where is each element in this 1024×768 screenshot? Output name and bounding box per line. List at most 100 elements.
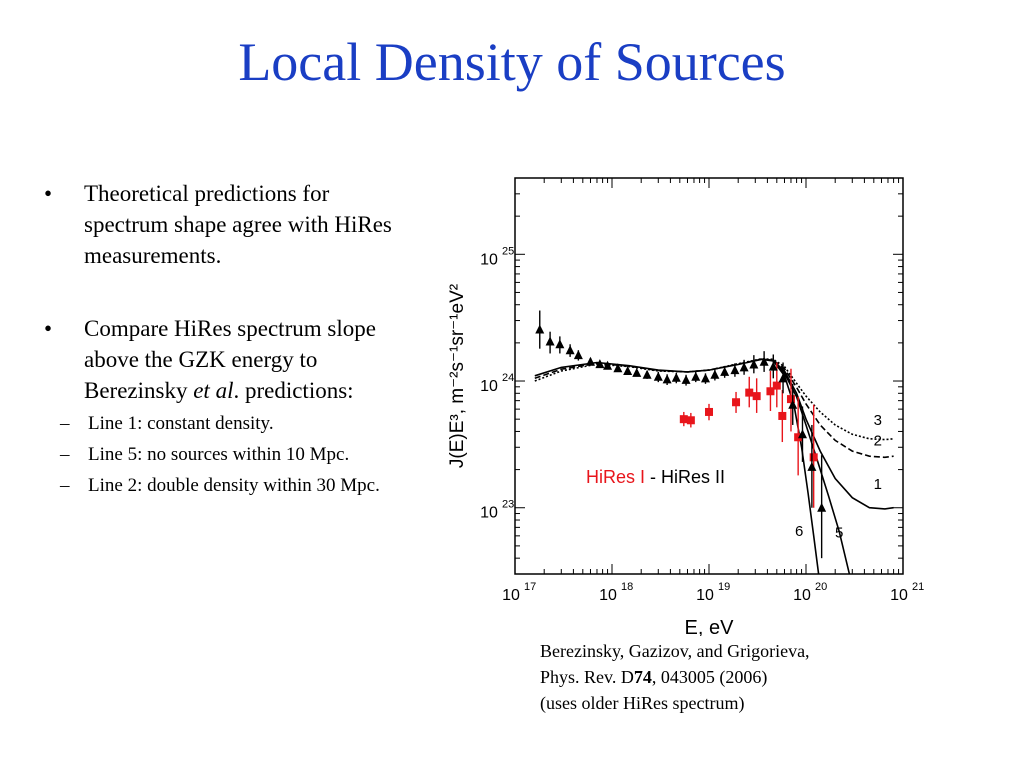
caption-reference: Phys. Rev. D74, 043005 (2006) bbox=[540, 664, 810, 690]
bullet-glyph: • bbox=[44, 316, 53, 341]
hires2-point bbox=[585, 356, 595, 366]
hires2-point bbox=[768, 361, 778, 371]
hires1-point bbox=[809, 453, 818, 462]
sub-bullet-glyph: – bbox=[60, 413, 70, 434]
y-tick-exponent: 23 bbox=[502, 499, 514, 511]
y-tick-exponent: 24 bbox=[502, 372, 514, 384]
hires2-point bbox=[778, 373, 788, 383]
hires2-point bbox=[565, 345, 575, 355]
x-tick-label: 10 bbox=[793, 587, 811, 604]
curve-label-6: 6 bbox=[795, 523, 803, 540]
hires2-point bbox=[681, 374, 691, 384]
sub-bullet-item: – Line 1: constant density. bbox=[44, 411, 414, 437]
hires2-point bbox=[797, 429, 807, 439]
legend-hires1: HiRes I bbox=[586, 467, 645, 487]
y-tick-exponent: 25 bbox=[502, 245, 514, 257]
caption-volume: 74 bbox=[633, 667, 652, 687]
hires2-point bbox=[535, 324, 545, 334]
hires2-point bbox=[545, 336, 555, 346]
hires2-point bbox=[739, 362, 749, 372]
hires1-point bbox=[679, 415, 688, 424]
bullet-list: • Theoretical predictions for spectrum s… bbox=[44, 178, 414, 499]
hires2-point bbox=[788, 399, 798, 409]
hires2-point bbox=[623, 365, 633, 375]
bullet-text-italic: et al bbox=[193, 378, 234, 403]
hires2-point bbox=[710, 369, 720, 379]
hires1-point bbox=[705, 407, 713, 416]
x-tick-label: 10 bbox=[502, 587, 520, 604]
hires2-point bbox=[691, 371, 701, 381]
chart-legend: HiRes I - HiRes II bbox=[586, 467, 725, 487]
hires2-point bbox=[573, 350, 583, 360]
bullet-text: . predictions: bbox=[233, 378, 354, 403]
sub-bullet-glyph: – bbox=[60, 444, 70, 465]
caption-pages: , 043005 (2006) bbox=[651, 667, 768, 687]
sub-bullet-text: Line 1: constant density. bbox=[88, 413, 274, 434]
hires2-point bbox=[632, 367, 642, 377]
caption-authors: Berezinsky, Gazizov, and Grigorieva, bbox=[540, 641, 810, 661]
curve-label-2: 2 bbox=[874, 432, 882, 449]
hires2-point bbox=[555, 339, 565, 349]
bullet-item: • Compare HiRes spectrum slope above the… bbox=[44, 313, 414, 406]
hires2-point bbox=[603, 360, 613, 370]
caption-note: (uses older HiRes spectrum) bbox=[540, 693, 745, 713]
theory-curve-2 bbox=[534, 358, 894, 459]
hires2-point bbox=[671, 372, 681, 382]
hires1-point bbox=[794, 433, 803, 442]
hires1-point bbox=[752, 392, 761, 401]
curve-label-5: 5 bbox=[835, 525, 843, 542]
sub-bullet-list: – Line 1: constant density. – Line 5: no… bbox=[44, 411, 414, 499]
y-tick-label: 10 bbox=[480, 251, 498, 268]
hires2-point bbox=[595, 359, 605, 369]
x-tick-exponent: 18 bbox=[621, 581, 633, 593]
x-tick-exponent: 19 bbox=[718, 581, 730, 593]
slide-title: Local Density of Sources bbox=[238, 32, 786, 92]
legend-hires2: HiRes II bbox=[661, 467, 725, 487]
legend-separator: - bbox=[645, 467, 661, 487]
sub-bullet-text: Line 2: double density within 30 Mpc. bbox=[88, 475, 380, 496]
y-axis-label: J(E)E³, m⁻²s⁻¹sr⁻¹eV² bbox=[447, 284, 468, 468]
hires1-point bbox=[766, 387, 775, 396]
plot-frame bbox=[514, 177, 904, 575]
hires2-point bbox=[730, 365, 740, 375]
hires2-point bbox=[700, 373, 710, 383]
hires1-point bbox=[732, 398, 741, 407]
x-tick-label: 10 bbox=[599, 587, 617, 604]
x-tick-exponent: 21 bbox=[912, 581, 924, 593]
theory-curve-6 bbox=[772, 360, 820, 574]
hires2-point bbox=[807, 461, 817, 471]
hires2-point bbox=[662, 374, 672, 384]
hires1-point bbox=[786, 395, 795, 404]
x-axis-label: E, eV bbox=[685, 617, 735, 636]
caption-journal: Phys. Rev. D bbox=[540, 667, 634, 687]
y-tick-label: 10 bbox=[480, 378, 498, 395]
hires2-point bbox=[817, 502, 827, 512]
curve-label-1: 1 bbox=[874, 476, 882, 493]
sub-bullet-item: – Line 5: no sources within 10 Mpc. bbox=[44, 442, 414, 468]
y-tick-label: 10 bbox=[480, 505, 498, 522]
x-tick-label: 10 bbox=[890, 587, 908, 604]
x-tick-exponent: 17 bbox=[524, 581, 536, 593]
x-tick-exponent: 20 bbox=[815, 581, 827, 593]
hires2-point bbox=[642, 369, 652, 379]
hires1-point bbox=[686, 416, 695, 425]
bullet-item: • Theoretical predictions for spectrum s… bbox=[44, 178, 414, 271]
bullet-glyph: • bbox=[44, 181, 53, 206]
sub-bullet-item: – Line 2: double density within 30 Mpc. bbox=[44, 473, 414, 499]
theory-curve-3 bbox=[534, 357, 894, 441]
bullet-text: Theoretical predictions for spectrum sha… bbox=[84, 181, 392, 268]
figure-caption: Berezinsky, Gazizov, and Grigorieva, Phy… bbox=[540, 638, 810, 716]
hires1-point bbox=[745, 388, 754, 397]
curve-label-3: 3 bbox=[874, 412, 882, 429]
hires2-point bbox=[653, 371, 663, 381]
hires2-point bbox=[759, 356, 769, 366]
bullet-text: Compare HiRes spectrum slope above the G… bbox=[84, 316, 376, 403]
hires2-point bbox=[613, 363, 623, 373]
x-tick-label: 10 bbox=[696, 587, 714, 604]
hires2-point bbox=[720, 366, 730, 376]
hires1-point bbox=[772, 381, 781, 390]
sub-bullet-text: Line 5: no sources within 10 Mpc. bbox=[88, 444, 350, 465]
spectrum-figure: 10 17 10 18 10 19 10 20 10 21 10 23 10 24 10 25 E, eV J(E… bbox=[432, 158, 932, 641]
hires1-point bbox=[778, 411, 787, 420]
